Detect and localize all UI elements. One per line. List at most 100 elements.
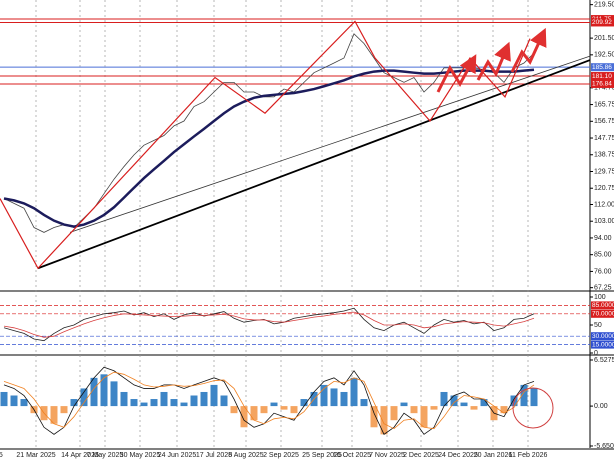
histogram-bar xyxy=(220,395,228,407)
x-tick-label: 24 Jun 2025 xyxy=(158,452,197,459)
forecast-arrow xyxy=(476,41,511,81)
histogram-bar xyxy=(150,399,158,407)
histogram-bar xyxy=(500,406,508,414)
y-tick-label: 0.00 xyxy=(594,403,608,410)
x-tick-label: 8 Aug 2025 xyxy=(228,452,264,459)
histogram-bar xyxy=(120,391,128,407)
level-label-box xyxy=(591,332,614,341)
x-tick-label: 2 Sep 2025 xyxy=(263,452,299,459)
price-label: 209.92 xyxy=(592,19,612,26)
x-tick-label: 3 Mar 2025 xyxy=(0,452,3,459)
trendline xyxy=(37,59,591,270)
y-tick-label: 165.75 xyxy=(594,101,614,108)
histogram-bar xyxy=(260,406,268,414)
y-tick-label: 0 xyxy=(594,350,598,357)
histogram-bar xyxy=(100,374,108,407)
y-tick-label: 147.75 xyxy=(594,135,614,142)
histogram-bar xyxy=(390,406,398,421)
y-tick-label: 76.00 xyxy=(594,268,612,275)
x-tick-label: 11 Feb 2026 xyxy=(509,452,548,459)
histogram-bar xyxy=(530,388,538,407)
level-label-box xyxy=(591,340,614,349)
level-label-box xyxy=(591,309,614,318)
price-label-box xyxy=(591,18,614,27)
x-tick-label: 24 Dec 2025 xyxy=(438,452,478,459)
y-tick-label: 6.5275 xyxy=(594,357,614,364)
series-line xyxy=(3,307,535,342)
y-tick-label: 219.50 xyxy=(594,1,614,8)
y-tick-label: 112.00 xyxy=(594,201,614,208)
histogram-bar xyxy=(280,406,288,410)
y-tick-label: 85.00 xyxy=(594,252,612,259)
x-tick-label: 14 Apr 2025 xyxy=(61,452,99,459)
histogram-bar xyxy=(460,402,468,407)
x-tick-label: 2 Dec 2025 xyxy=(403,452,439,459)
histogram-bar xyxy=(60,406,68,414)
histogram-bar xyxy=(410,406,418,414)
series-line xyxy=(3,68,535,228)
histogram-bar xyxy=(440,391,448,407)
histogram-bar xyxy=(130,399,138,407)
price-label: 176.84 xyxy=(592,81,612,88)
price-label: 185.86 xyxy=(592,64,612,71)
level-label: 15.0000 xyxy=(592,341,614,348)
y-tick-label: 94.00 xyxy=(594,235,612,242)
x-tick-label: 16 Oct 2025 xyxy=(333,452,371,459)
level-label: 85.0000 xyxy=(592,302,614,309)
histogram-bar xyxy=(190,395,198,407)
histogram-bar xyxy=(370,406,378,428)
series-line xyxy=(3,371,535,430)
x-tick-label: 30 May 2025 xyxy=(120,452,161,459)
histogram-bar xyxy=(420,406,428,428)
histogram-bar xyxy=(140,402,148,407)
histogram-bar xyxy=(470,406,478,410)
histogram-bar xyxy=(330,388,338,407)
price-label: 181.10 xyxy=(592,73,612,80)
level-label: 70.0000 xyxy=(592,311,614,318)
trendline xyxy=(69,55,591,233)
histogram-bar xyxy=(170,399,178,407)
highlight-circle xyxy=(512,387,554,429)
histogram-bar xyxy=(360,399,368,407)
histogram-bar xyxy=(210,384,218,407)
histogram-bar xyxy=(350,377,358,407)
histogram-bar xyxy=(10,395,18,407)
histogram-bar xyxy=(400,402,408,407)
level-label: 30.0000 xyxy=(592,333,614,340)
y-tick-label: 120.75 xyxy=(594,185,614,192)
y-tick-label: 50 xyxy=(594,322,602,329)
forecast-arrows xyxy=(436,27,547,93)
histogram-bar xyxy=(230,406,238,414)
x-tick-label: 17 Jul 2025 xyxy=(196,452,232,459)
histogram-bar xyxy=(20,399,28,407)
x-tick-label: 7 May 2025 xyxy=(87,452,124,459)
forecast-arrow xyxy=(510,27,547,73)
histogram-bar xyxy=(160,391,168,407)
x-tick-label: 7 Nov 2025 xyxy=(369,452,405,459)
histogram-bar xyxy=(380,406,388,435)
histogram-bar xyxy=(520,384,528,407)
zigzag-line xyxy=(0,20,531,270)
histogram-bar xyxy=(250,406,258,421)
histogram-bar xyxy=(80,388,88,407)
histogram-bar xyxy=(110,381,118,407)
price-label-box xyxy=(591,72,614,81)
y-tick-label: -5.6503 xyxy=(594,443,614,450)
y-tick-label: 174.75 xyxy=(594,85,614,92)
histogram-bar xyxy=(180,402,188,407)
y-tick-label: 156.75 xyxy=(594,118,614,125)
histogram-bar xyxy=(480,399,488,407)
y-tick-label: 201.50 xyxy=(594,35,614,42)
histogram-bar xyxy=(0,391,8,407)
histogram-bar xyxy=(430,406,438,410)
series-line xyxy=(3,311,535,338)
x-tick-label: 25 Sep 2025 xyxy=(302,452,342,459)
y-tick-label: 100 xyxy=(594,294,606,301)
x-tick-label: 20 Jan 2026 xyxy=(474,452,513,459)
series-line xyxy=(3,366,535,435)
y-tick-label: 103.00 xyxy=(594,218,614,225)
price-label-box xyxy=(591,63,614,72)
histogram-bar xyxy=(240,406,248,428)
y-tick-label: 138.75 xyxy=(594,152,614,159)
histogram-bar xyxy=(340,391,348,407)
